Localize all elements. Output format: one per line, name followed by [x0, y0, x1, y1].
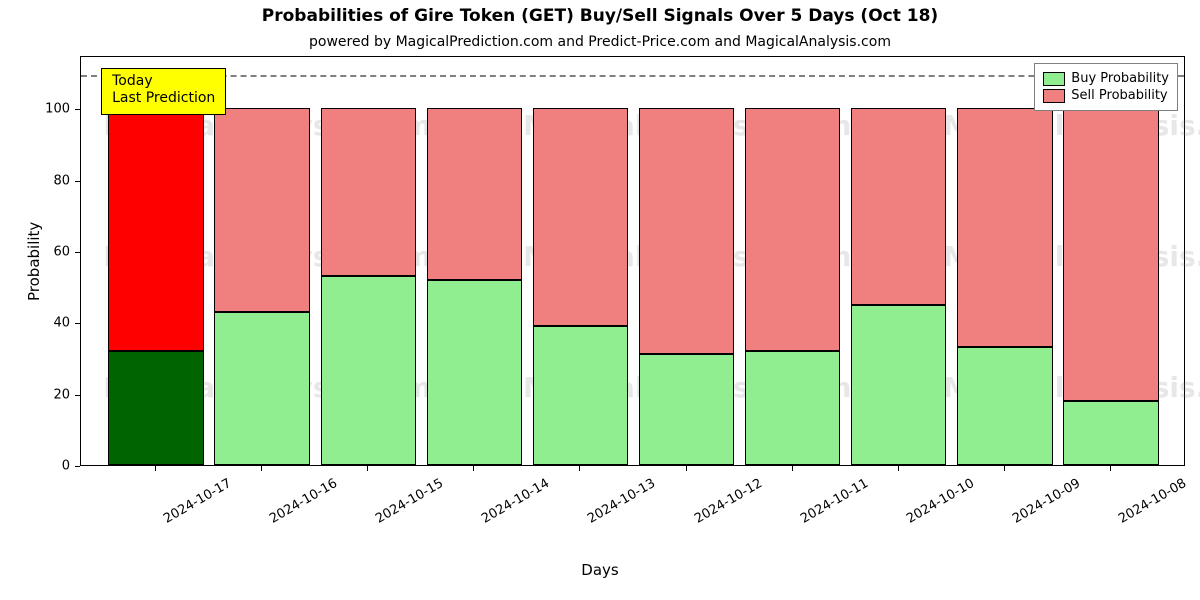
y-tick-label: 100: [30, 102, 70, 117]
x-tick-label: 2024-10-11: [798, 476, 871, 527]
bars-layer: [81, 57, 1184, 465]
bar-sell: [639, 108, 734, 354]
x-tick-mark: [473, 466, 474, 471]
bar-sell: [533, 108, 628, 326]
y-axis-label: Probability: [25, 222, 43, 301]
x-tick-label: 2024-10-09: [1010, 476, 1083, 527]
figure: Probabilities of Gire Token (GET) Buy/Se…: [0, 0, 1200, 600]
x-axis-label: Days: [0, 561, 1200, 579]
y-tick-label: 0: [30, 459, 70, 474]
chart-subtitle: powered by MagicalPrediction.com and Pre…: [0, 34, 1200, 50]
bar-group: [108, 55, 203, 465]
x-tick-label: 2024-10-16: [267, 476, 340, 527]
bar-sell: [108, 108, 203, 350]
x-tick-label: 2024-10-15: [373, 476, 446, 527]
bar-group: [957, 55, 1052, 465]
x-tick-label: 2024-10-14: [479, 476, 552, 527]
bar-buy: [639, 354, 734, 465]
legend-item-buy: Buy Probability: [1043, 71, 1169, 86]
bar-buy: [214, 312, 309, 465]
bar-sell: [1063, 108, 1158, 400]
plot-area: MagicalAnalysis.comMagicalAnalysis.comMa…: [80, 56, 1185, 466]
x-tick-mark: [155, 466, 156, 471]
x-tick-mark: [792, 466, 793, 471]
bar-sell: [851, 108, 946, 304]
bar-sell: [214, 108, 309, 311]
bar-buy: [108, 351, 203, 465]
bar-buy: [1063, 401, 1158, 465]
bar-group: [851, 55, 946, 465]
x-tick-label: 2024-10-08: [1116, 476, 1189, 527]
x-tick-mark: [686, 466, 687, 471]
x-tick-mark: [261, 466, 262, 471]
chart-title: Probabilities of Gire Token (GET) Buy/Se…: [0, 6, 1200, 26]
bar-buy: [427, 280, 522, 465]
y-tick-mark: [75, 466, 80, 467]
legend-swatch-buy: [1043, 72, 1065, 86]
y-tick-mark: [75, 323, 80, 324]
legend-label-buy: Buy Probability: [1071, 71, 1169, 86]
y-tick-label: 80: [30, 173, 70, 188]
x-tick-label: 2024-10-10: [904, 476, 977, 527]
bar-group: [533, 55, 628, 465]
bar-sell: [957, 108, 1052, 347]
x-tick-label: 2024-10-13: [586, 476, 659, 527]
legend: Buy Probability Sell Probability: [1034, 63, 1178, 111]
bar-buy: [851, 305, 946, 465]
legend-label-sell: Sell Probability: [1071, 88, 1167, 103]
bar-group: [639, 55, 734, 465]
y-tick-mark: [75, 109, 80, 110]
x-tick-mark: [898, 466, 899, 471]
bar-buy: [321, 276, 416, 465]
x-tick-mark: [1004, 466, 1005, 471]
y-tick-mark: [75, 395, 80, 396]
x-tick-label: 2024-10-12: [692, 476, 765, 527]
bar-sell: [321, 108, 416, 276]
bar-group: [1063, 55, 1158, 465]
bar-group: [321, 55, 416, 465]
bar-group: [745, 55, 840, 465]
x-tick-label: 2024-10-17: [161, 476, 234, 527]
x-tick-mark: [579, 466, 580, 471]
bar-sell: [427, 108, 522, 279]
y-tick-label: 20: [30, 387, 70, 402]
y-tick-label: 40: [30, 316, 70, 331]
bar-buy: [533, 326, 628, 465]
bar-group: [427, 55, 522, 465]
y-tick-mark: [75, 252, 80, 253]
bar-buy: [957, 347, 1052, 465]
legend-item-sell: Sell Probability: [1043, 88, 1169, 103]
bar-buy: [745, 351, 840, 465]
x-tick-mark: [367, 466, 368, 471]
x-tick-mark: [1110, 466, 1111, 471]
y-tick-mark: [75, 181, 80, 182]
bar-sell: [745, 108, 840, 350]
today-annotation: Today Last Prediction: [101, 68, 226, 115]
bar-group: [214, 55, 309, 465]
legend-swatch-sell: [1043, 89, 1065, 103]
